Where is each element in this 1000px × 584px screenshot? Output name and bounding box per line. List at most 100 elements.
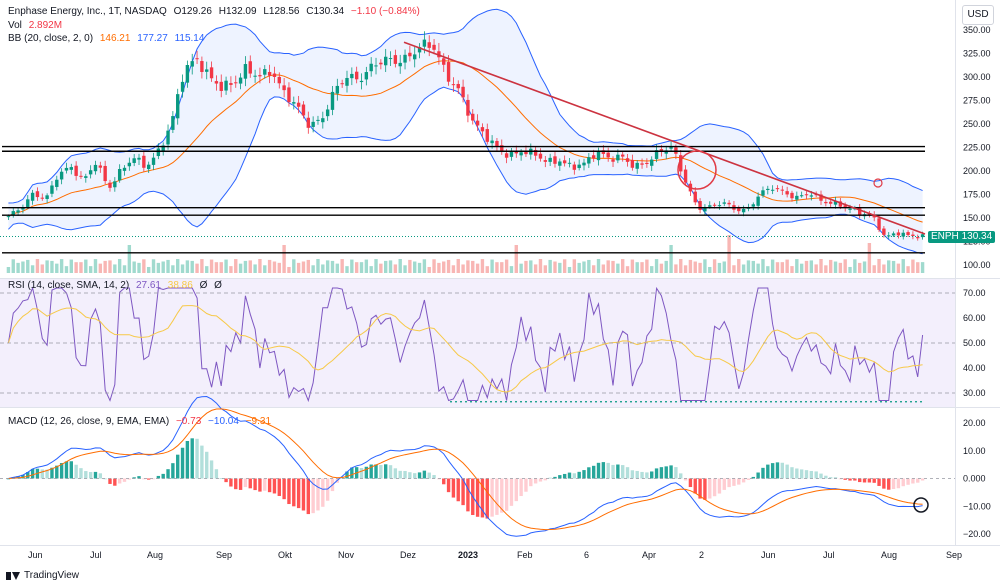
tradingview-logo[interactable]: TradingView	[6, 570, 79, 581]
volume-label[interactable]: Vol	[8, 20, 22, 31]
candle-body	[26, 199, 30, 207]
macd-histogram-bar	[272, 478, 277, 494]
volume-legend: Vol 2.892M	[8, 19, 66, 32]
rsi-label[interactable]: RSI (14, close, SMA, 14, 2)	[8, 280, 130, 291]
macd-histogram-bar	[30, 468, 35, 479]
candle-body	[901, 232, 905, 237]
macd-histogram-bar	[703, 478, 707, 500]
volume-bar	[543, 265, 548, 273]
candle-body	[640, 163, 644, 165]
macd-histogram-bar	[751, 476, 755, 479]
candle-body	[195, 58, 199, 60]
symbol-name[interactable]: Enphase Energy, Inc., 1T, NASDAQ	[8, 6, 167, 17]
volume-bar	[214, 262, 219, 273]
macd-histogram-bar	[195, 438, 199, 479]
trendline[interactable]	[403, 41, 926, 235]
macd-histogram-bar	[103, 478, 107, 480]
volume-bar	[137, 262, 141, 273]
volume-bar	[142, 259, 146, 273]
macd-histogram-bar	[558, 475, 562, 479]
candle-body	[103, 165, 107, 182]
macd-histogram-bar	[911, 478, 915, 484]
candle-body	[146, 164, 151, 170]
candle-body	[664, 150, 668, 154]
volume-bar	[316, 259, 320, 273]
macd-tick-label: −20.00	[963, 529, 991, 539]
volume-bar	[263, 265, 267, 273]
macd-histogram-bar	[345, 471, 349, 479]
candle-body	[625, 158, 630, 162]
volume-bar	[688, 259, 693, 273]
macd-histogram-bar	[746, 478, 751, 480]
candle-body	[775, 188, 780, 190]
bb-label[interactable]: BB (20, close, 2, 0)	[8, 33, 94, 44]
bb-lower-line	[8, 86, 923, 255]
volume-bar	[98, 263, 103, 273]
horizontal-levels[interactable]	[0, 145, 925, 254]
volume-bar	[103, 260, 107, 273]
low-value: 128.56	[268, 6, 300, 17]
macd-signal-value: −9.31	[245, 416, 272, 427]
volume-bar	[640, 262, 644, 273]
price-tick-label: 325.00	[963, 49, 991, 59]
circle-annotation-macd[interactable]	[913, 497, 929, 513]
volume-bar	[340, 259, 344, 273]
macd-histogram-bar	[553, 476, 557, 479]
candle-body	[214, 81, 219, 84]
candle-body	[11, 211, 15, 216]
candle-body	[509, 152, 514, 157]
macd-histogram-bar	[21, 474, 25, 479]
candle-body	[403, 54, 407, 63]
macd-label[interactable]: MACD (12, 26, close, 9, EMA, EMA)	[8, 416, 170, 427]
volume-bar	[383, 260, 388, 273]
volume-bar	[795, 259, 799, 273]
tradingview-icon	[6, 571, 20, 580]
volume-bar	[664, 260, 668, 273]
volume-bar	[819, 259, 823, 273]
macd-histogram-bar	[456, 478, 460, 502]
candle-body	[887, 235, 891, 237]
volume-bar	[659, 263, 664, 273]
macd-histogram-bar	[533, 478, 538, 484]
rsi-value: 27.61	[135, 280, 161, 291]
macd-histogram-bar	[461, 478, 465, 506]
circle-annotation[interactable]	[677, 150, 717, 190]
volume-bar	[253, 264, 257, 273]
volume-bar	[591, 265, 596, 273]
time-tick-label: Jul	[90, 550, 102, 560]
candle-body	[74, 165, 78, 176]
volume-bar	[572, 259, 577, 273]
volume-bar	[64, 266, 69, 273]
candle-body	[916, 237, 920, 239]
macd-histogram-bar	[828, 477, 833, 479]
candle-body	[205, 69, 209, 72]
time-tick-label: Feb	[517, 550, 533, 560]
currency-button[interactable]: USD	[962, 5, 994, 25]
candle-body	[722, 202, 726, 204]
volume-bar	[611, 260, 615, 273]
volume-bar	[11, 259, 15, 273]
volume-bar	[587, 259, 591, 273]
volume-bar	[388, 260, 393, 273]
time-tick-label: Jun	[28, 550, 43, 560]
volume-bar	[325, 260, 330, 273]
candle-body	[461, 86, 465, 98]
macd-histogram-bar	[422, 470, 427, 479]
volume-bar	[74, 262, 78, 273]
circle-annotation-small[interactable]	[873, 178, 883, 188]
candle-body	[577, 164, 581, 169]
last-price-tag[interactable]: ENPH 130.34	[928, 231, 996, 243]
macd-histogram-bar	[137, 476, 141, 479]
macd-histogram-bar	[679, 473, 683, 479]
candle-body	[548, 157, 552, 162]
macd-histogram-bar	[306, 478, 310, 515]
candle-body	[345, 77, 349, 86]
rsi-tick-label: 40.00	[963, 363, 986, 373]
candle-body	[253, 75, 257, 77]
candle-body	[364, 72, 369, 80]
candle-body	[427, 42, 431, 48]
macd-histogram-bar	[756, 472, 760, 479]
macd-histogram-bar	[611, 464, 615, 479]
candle-body	[741, 208, 746, 213]
